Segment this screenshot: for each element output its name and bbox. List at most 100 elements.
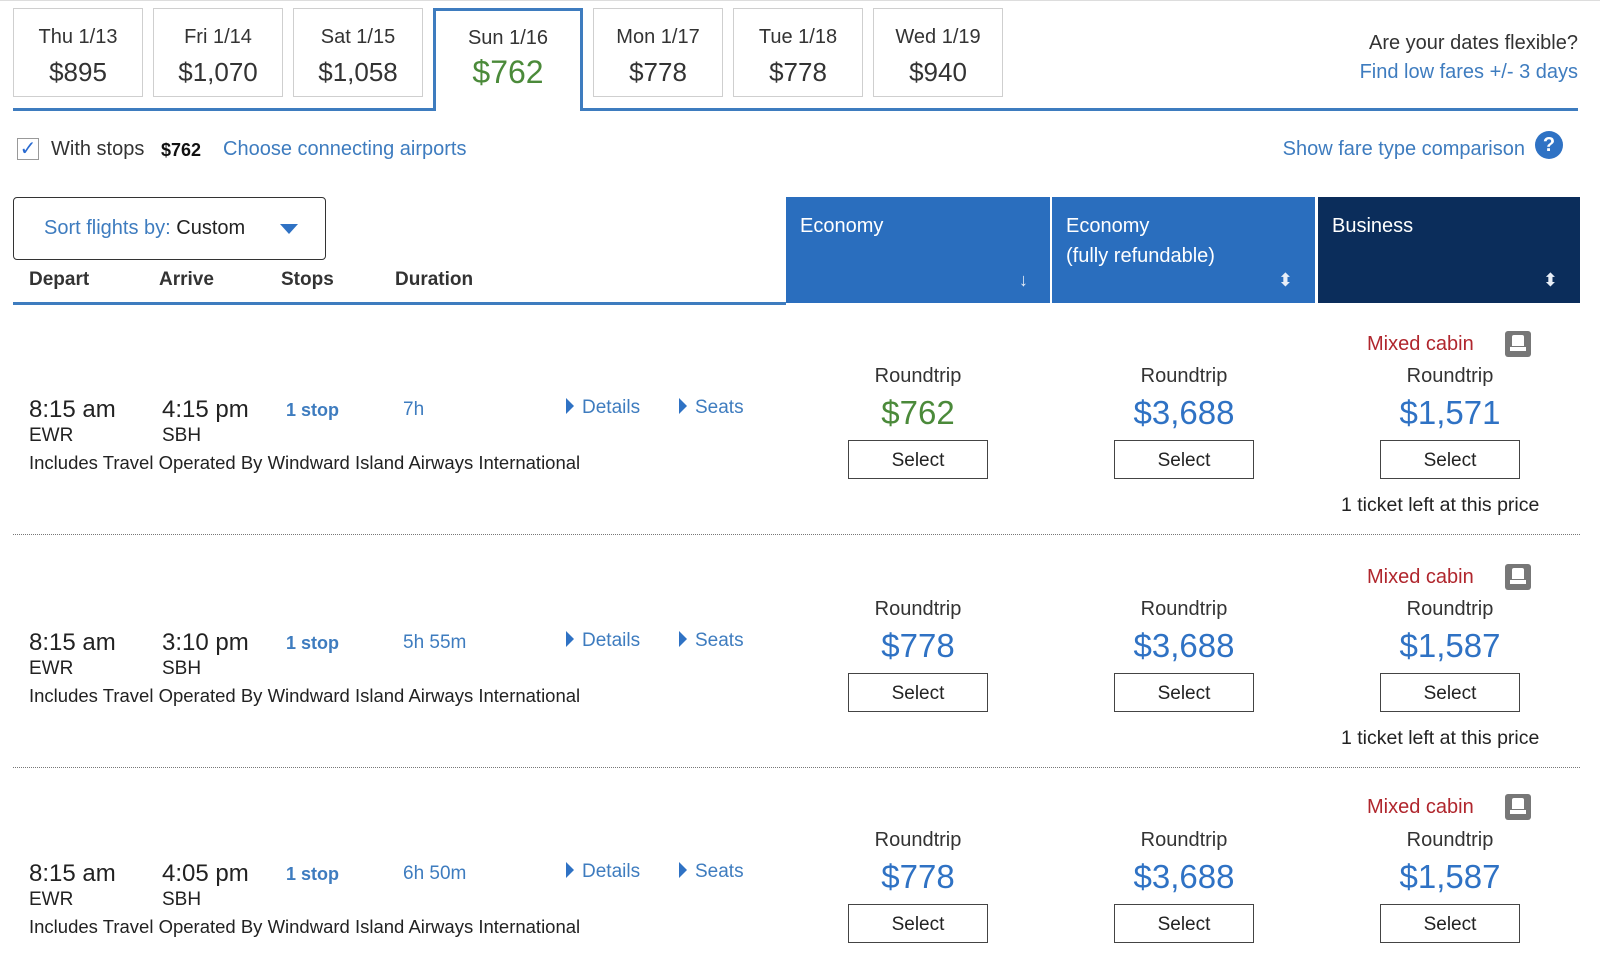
- seats-label: Seats: [695, 861, 744, 882]
- fare-price: $778: [881, 858, 955, 895]
- fare-price: $1,587: [1399, 627, 1501, 664]
- select-button[interactable]: Select: [848, 673, 988, 712]
- fare-business: Roundtrip $1,587 Select: [1318, 829, 1582, 943]
- flight-row: Mixed cabin 8:15 am EWR 3:10 pm SBH 1 st…: [13, 536, 1580, 768]
- fare-header-economy-refundable[interactable]: Economy (fully refundable) ⬍: [1052, 197, 1315, 303]
- stops-link[interactable]: 1 stop: [286, 400, 340, 420]
- fare-price: $778: [881, 627, 955, 664]
- seats-link[interactable]: Seats: [679, 630, 744, 652]
- fare-header-sublabel: (fully refundable): [1066, 245, 1215, 267]
- operated-by-note: Includes Travel Operated By Windward Isl…: [29, 452, 581, 473]
- date-tab-sun-selected[interactable]: Sun 1/16 $762: [433, 8, 583, 111]
- arrive-time: 4:15 pm: [162, 396, 249, 423]
- fare-price: $762: [881, 394, 955, 431]
- fare-header-label: Business: [1332, 215, 1414, 237]
- mixed-cabin-label: Mixed cabin: [1367, 796, 1474, 818]
- seat-icon[interactable]: [1505, 331, 1531, 357]
- seats-link[interactable]: Seats: [679, 861, 744, 883]
- with-stops-label: With stops: [51, 138, 145, 160]
- date-tab-mon[interactable]: Mon 1/17 $778: [593, 8, 723, 97]
- fare-economy: Roundtrip $762 Select: [786, 365, 1050, 479]
- select-button[interactable]: Select: [1380, 904, 1520, 943]
- fare-economy: Roundtrip $778 Select: [786, 829, 1050, 943]
- depart-time: 8:15 am: [29, 396, 116, 423]
- date-tab-price: $1,070: [178, 57, 258, 87]
- sort-flights-dropdown[interactable]: Sort flights by: Custom: [13, 197, 326, 260]
- details-label: Details: [582, 861, 641, 882]
- date-tab-thu[interactable]: Thu 1/13 $895: [13, 8, 143, 97]
- select-button[interactable]: Select: [1114, 673, 1254, 712]
- fare-header-business[interactable]: Business ⬍: [1318, 197, 1580, 303]
- date-tab-day: Sat 1/15: [320, 26, 396, 48]
- details-label: Details: [582, 630, 641, 651]
- fare-economy-refundable: Roundtrip $3,688 Select: [1052, 598, 1316, 712]
- depart-airport: EWR: [29, 889, 74, 910]
- find-low-fares-link[interactable]: Find low fares +/- 3 days: [1359, 61, 1578, 83]
- row-divider: [13, 767, 1580, 768]
- choose-connecting-airports-link[interactable]: Choose connecting airports: [223, 138, 467, 160]
- operated-by-note: Includes Travel Operated By Windward Isl…: [29, 916, 581, 937]
- arrive-airport: SBH: [162, 658, 202, 679]
- fare-business: Roundtrip $1,587 Select: [1318, 598, 1582, 712]
- seats-label: Seats: [695, 630, 744, 651]
- sort-value: Custom: [176, 217, 246, 239]
- details-link[interactable]: Details: [566, 861, 640, 883]
- show-fare-comparison-link[interactable]: Show fare type comparison: [1282, 138, 1525, 160]
- with-stops-price: $762: [161, 140, 202, 160]
- mixed-cabin-label: Mixed cabin: [1367, 333, 1474, 355]
- depart-time: 8:15 am: [29, 629, 116, 656]
- roundtrip-label: Roundtrip: [874, 365, 962, 387]
- chevron-down-icon: [280, 224, 298, 234]
- select-button[interactable]: Select: [1114, 440, 1254, 479]
- column-duration: Duration: [395, 269, 474, 290]
- seats-label: Seats: [695, 397, 744, 418]
- fare-price: $3,688: [1133, 858, 1235, 895]
- details-link[interactable]: Details: [566, 397, 640, 419]
- stops-link[interactable]: 1 stop: [286, 633, 340, 653]
- caret-right-icon: [679, 631, 687, 647]
- date-tab-day: Mon 1/17: [616, 26, 700, 48]
- help-icon[interactable]: ?: [1535, 131, 1563, 159]
- filter-row: ✓ With stops $762 Choose connecting airp…: [17, 131, 1577, 166]
- caret-right-icon: [566, 862, 574, 878]
- seats-link[interactable]: Seats: [679, 397, 744, 419]
- roundtrip-label: Roundtrip: [1406, 598, 1494, 620]
- select-button[interactable]: Select: [1380, 673, 1520, 712]
- select-button[interactable]: Select: [1380, 440, 1520, 479]
- arrive-airport: SBH: [162, 889, 202, 910]
- stops-link[interactable]: 1 stop: [286, 864, 340, 884]
- date-tab-sat[interactable]: Sat 1/15 $1,058: [293, 8, 423, 97]
- date-tab-tue[interactable]: Tue 1/18 $778: [733, 8, 863, 97]
- column-depart: Depart: [29, 269, 90, 290]
- date-selector: Thu 1/13 $895 Fri 1/14 $1,070 Sat 1/15 $…: [13, 8, 1578, 111]
- date-tab-price: $778: [769, 57, 827, 87]
- roundtrip-label: Roundtrip: [1140, 365, 1228, 387]
- date-tab-price: $762: [472, 54, 544, 90]
- seat-icon[interactable]: [1505, 794, 1531, 820]
- sort-icon: ⬍: [1542, 270, 1558, 290]
- select-button[interactable]: Select: [848, 904, 988, 943]
- top-divider: [0, 0, 1600, 5]
- duration: 7h: [403, 399, 425, 420]
- date-tab-wed[interactable]: Wed 1/19 $940: [873, 8, 1003, 97]
- date-tab-day: Sun 1/16: [467, 27, 549, 49]
- select-button[interactable]: Select: [1114, 904, 1254, 943]
- with-stops-checkbox[interactable]: ✓: [17, 138, 39, 160]
- flight-row: Mixed cabin 8:15 am EWR 4:05 pm SBH 1 st…: [13, 769, 1580, 956]
- date-tab-price: $1,058: [318, 57, 398, 87]
- sort-icon: ⬍: [1277, 270, 1293, 290]
- column-headers: Depart Arrive Stops Duration: [13, 266, 786, 305]
- seat-icon[interactable]: [1505, 564, 1531, 590]
- caret-right-icon: [566, 631, 574, 647]
- fare-header-economy[interactable]: Economy ↓: [786, 197, 1050, 303]
- date-tab-fri[interactable]: Fri 1/14 $1,070: [153, 8, 283, 97]
- details-link[interactable]: Details: [566, 630, 640, 652]
- fare-header-label: Economy: [1066, 215, 1150, 237]
- caret-right-icon: [679, 862, 687, 878]
- fare-price: $1,587: [1399, 858, 1501, 895]
- date-tab-day: Wed 1/19: [895, 26, 981, 48]
- caret-right-icon: [566, 398, 574, 414]
- tickets-left-notice: 1 ticket left at this price: [1341, 727, 1540, 749]
- roundtrip-label: Roundtrip: [874, 829, 962, 851]
- select-button[interactable]: Select: [848, 440, 988, 479]
